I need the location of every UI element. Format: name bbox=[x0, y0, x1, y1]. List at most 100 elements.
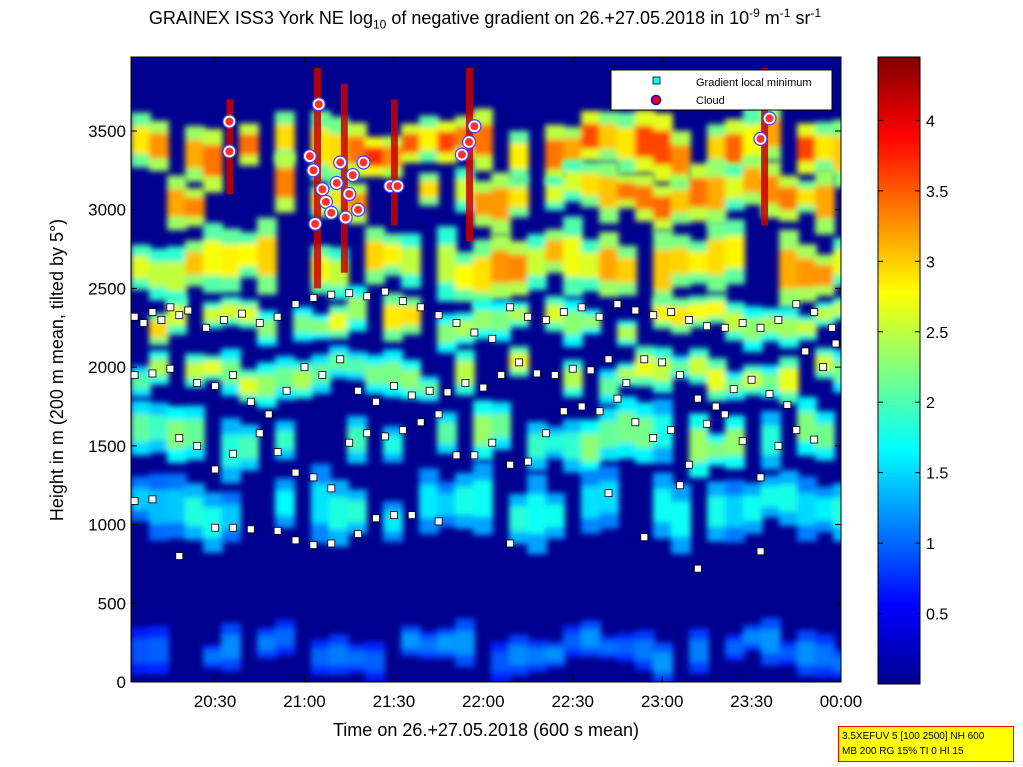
gradient-minimum-marker bbox=[148, 369, 157, 378]
layer-core bbox=[239, 436, 259, 460]
gradient-minimum-marker bbox=[568, 364, 577, 373]
gradient-minimum-marker bbox=[515, 358, 523, 367]
layer-core bbox=[653, 130, 673, 166]
layer-core bbox=[275, 628, 295, 647]
layer-core bbox=[401, 369, 421, 390]
gradient-minimum-marker bbox=[327, 290, 336, 299]
gradient-minimum-marker bbox=[497, 371, 506, 379]
gradient-minimum-marker bbox=[470, 328, 479, 337]
cloud-marker bbox=[763, 112, 776, 125]
layer-core bbox=[815, 497, 835, 521]
layer-core bbox=[401, 133, 421, 154]
layer-core bbox=[257, 635, 277, 651]
gradient-minimum-marker bbox=[381, 287, 389, 296]
gradient-minimum-marker bbox=[148, 495, 157, 504]
layer-core bbox=[437, 492, 457, 516]
layer-core bbox=[221, 504, 241, 530]
layer-core bbox=[383, 361, 403, 386]
layer-core bbox=[203, 650, 223, 663]
legend: Gradient local minimum Cloud bbox=[610, 69, 833, 111]
gradient-minimum-marker bbox=[774, 441, 783, 450]
gradient-minimum-marker bbox=[434, 410, 443, 419]
gradient-minimum-marker bbox=[649, 311, 658, 320]
y-tick-label: 3500 bbox=[88, 122, 126, 141]
layer-core bbox=[347, 297, 367, 320]
gradient-minimum-marker bbox=[407, 511, 416, 520]
gradient-minimum-marker bbox=[488, 438, 497, 447]
layer-core bbox=[617, 411, 637, 444]
gradient-minimum-marker bbox=[622, 378, 631, 387]
layer-core bbox=[563, 138, 583, 162]
gradient-minimum-marker bbox=[381, 432, 389, 441]
gradient-minimum-marker bbox=[229, 449, 237, 458]
layer-core bbox=[455, 361, 475, 384]
layer-core bbox=[203, 240, 223, 276]
x-tick-label: 20:30 bbox=[194, 692, 237, 711]
gradient-minimum-marker bbox=[676, 481, 684, 490]
layer-core bbox=[653, 358, 673, 382]
layer-core bbox=[797, 321, 817, 335]
gradient-minimum-marker bbox=[336, 355, 345, 364]
x-axis-label: Time on 26.+27.05.2018 (600 s mean) bbox=[333, 720, 639, 740]
layer-core bbox=[509, 506, 529, 532]
layer-core bbox=[545, 648, 565, 661]
gradient-minimum-marker bbox=[756, 323, 765, 332]
gradient-minimum-marker bbox=[246, 525, 255, 534]
gradient-minimum-marker bbox=[765, 390, 774, 398]
layer-core bbox=[131, 414, 151, 442]
layer-core bbox=[779, 249, 799, 289]
layer-core bbox=[455, 486, 475, 515]
layer-core bbox=[707, 177, 727, 211]
layer-core bbox=[491, 413, 511, 438]
gradient-minimum-marker bbox=[354, 386, 363, 395]
x-tick-label: 00:00 bbox=[820, 692, 863, 711]
cloud-marker bbox=[463, 136, 476, 149]
info-box: 3.5XEFUV 5 [100 2500] NH 600 MB 200 RG 1… bbox=[838, 726, 1014, 762]
layer-core bbox=[383, 305, 403, 330]
layer-core bbox=[401, 633, 421, 649]
gradient-minimum-marker bbox=[801, 347, 810, 356]
layer-core bbox=[761, 425, 781, 455]
gradient-minimum-marker bbox=[595, 407, 604, 416]
gradient-minimum-marker bbox=[559, 407, 568, 416]
gradient-minimum-marker bbox=[175, 552, 184, 560]
layer-core bbox=[617, 258, 637, 284]
cloud-marker-edge bbox=[222, 114, 237, 129]
layer-core bbox=[689, 178, 709, 208]
layer-core bbox=[455, 630, 475, 655]
gradient-minimum-marker bbox=[702, 322, 711, 331]
layer-core bbox=[707, 239, 727, 275]
layer-core bbox=[527, 493, 547, 535]
gradient-minimum-marker bbox=[470, 451, 479, 460]
info-line-2: MB 200 RG 15% TI 0 HI 15 bbox=[842, 746, 964, 757]
layer-core bbox=[743, 495, 763, 521]
gradient-minimum-marker bbox=[354, 530, 363, 538]
gradient-minimum-marker bbox=[577, 402, 586, 411]
layer-core bbox=[275, 367, 295, 389]
layer-core bbox=[347, 500, 367, 523]
layer-core bbox=[221, 303, 241, 319]
layer-core bbox=[239, 243, 259, 267]
cloud-marker bbox=[455, 148, 468, 161]
layer-core bbox=[797, 641, 817, 665]
legend-label-gradient-minimum: Gradient local minimum bbox=[696, 77, 812, 89]
layer-core bbox=[509, 308, 529, 322]
layer-core bbox=[185, 139, 205, 168]
info-line-1: 3.5XEFUV 5 [100 2500] NH 600 bbox=[842, 731, 985, 742]
x-tick-label: 23:30 bbox=[730, 692, 773, 711]
layer-core bbox=[815, 644, 835, 667]
layer-core bbox=[203, 507, 223, 538]
gradient-minimum-marker bbox=[131, 497, 139, 505]
gradient-minimum-marker bbox=[756, 547, 765, 556]
gradient-minimum-marker bbox=[389, 382, 398, 390]
gradient-minimum-marker bbox=[139, 319, 148, 327]
gradient-minimum-marker bbox=[372, 397, 380, 406]
colorbar-tick-label: 0.5 bbox=[926, 607, 948, 624]
cloud-marker-edge bbox=[356, 155, 371, 170]
cloud-marker bbox=[334, 156, 347, 169]
layer-core bbox=[473, 310, 493, 330]
layer-core bbox=[275, 124, 295, 151]
cloud-marker bbox=[391, 180, 404, 193]
gradient-minimum-marker bbox=[255, 429, 264, 438]
